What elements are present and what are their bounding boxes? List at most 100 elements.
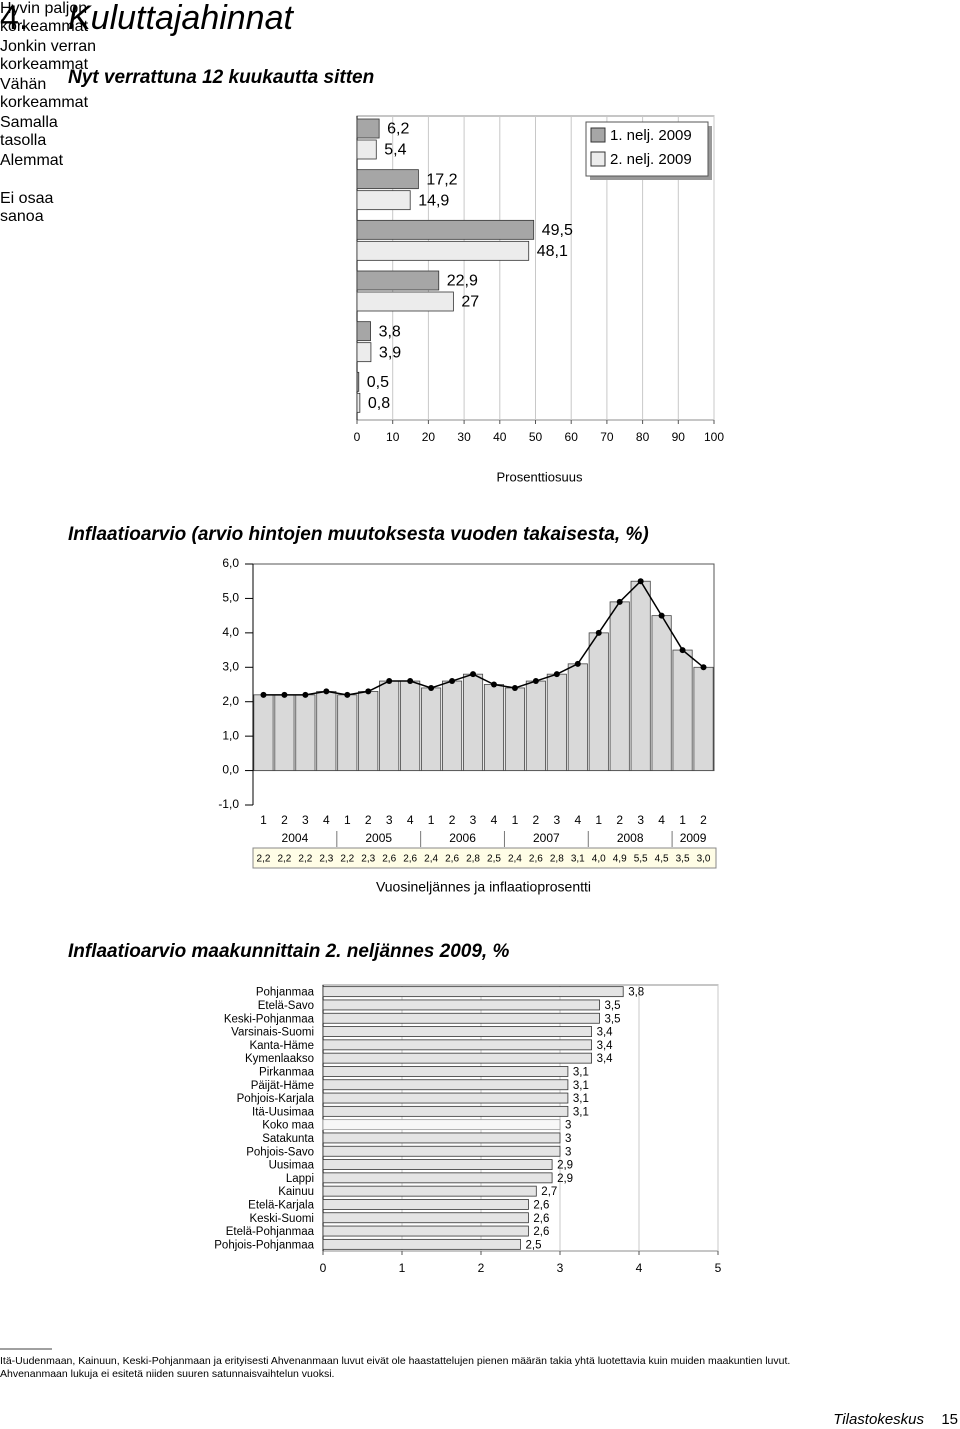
line-point — [302, 691, 309, 698]
category-label: Päijät-Häme — [251, 1080, 314, 1092]
x-tick-label: 1 — [595, 813, 602, 827]
value-label: 3,4 — [597, 1040, 614, 1052]
value-label: 3,4 — [597, 1027, 614, 1039]
bar — [672, 649, 693, 771]
legend-label: 2. nelj. 2009 — [610, 151, 692, 168]
bar — [322, 999, 600, 1011]
year-label: 2006 — [449, 831, 476, 845]
bar — [356, 342, 372, 363]
x-axis-label: Vuosineljännes ja inflaatioprosentti — [376, 879, 591, 895]
x-tick-label: 40 — [493, 430, 507, 444]
value-label: 3,1 — [571, 854, 585, 865]
chart-title: Inflaatioarvio (arvio hintojen muutokses… — [68, 524, 649, 545]
y-tick-label: 2,0 — [222, 694, 239, 708]
category-label: Pohjois-Savo — [246, 1146, 314, 1158]
category-label: Uusimaa — [269, 1160, 315, 1172]
bar — [651, 615, 672, 771]
value-label: 2,6 — [382, 854, 396, 865]
value-label: 3,8 — [379, 323, 401, 340]
y-tick-label: -1,0 — [218, 797, 239, 811]
x-tick-label: 3 — [553, 813, 560, 827]
x-tick-label: 4 — [323, 813, 330, 827]
line-point — [616, 598, 623, 605]
bar — [693, 666, 714, 771]
value-label: 2,3 — [361, 854, 375, 865]
value-label: 2,2 — [298, 854, 312, 865]
x-tick-label: 70 — [600, 430, 614, 444]
value-label: 2,6 — [533, 1213, 549, 1225]
value-label: 2,9 — [557, 1160, 573, 1172]
bar — [358, 690, 379, 771]
line-point — [511, 684, 518, 691]
bar — [356, 270, 440, 291]
x-tick-label: 30 — [457, 430, 471, 444]
value-label: 2,6 — [533, 1199, 549, 1211]
footer-page: 15 — [941, 1411, 958, 1428]
footnote-line: Itä-Uudenmaan, Kainuun, Keski-Pohjanmaan… — [0, 1355, 790, 1367]
line-point — [323, 688, 330, 695]
year-label: 2004 — [282, 831, 309, 845]
category-label: Jonkin verran korkeammat — [0, 38, 97, 73]
bar — [337, 694, 358, 771]
x-tick-label: 90 — [672, 430, 686, 444]
line-point — [532, 678, 539, 685]
x-axis-label: Prosenttiosuus — [497, 469, 583, 484]
bar — [462, 673, 484, 771]
year-label: 2007 — [533, 831, 560, 845]
bar — [322, 1225, 529, 1237]
category-label: Etelä-Pohjanmaa — [226, 1226, 315, 1238]
category-label: Etelä-Savo — [258, 1000, 314, 1012]
bar — [483, 684, 505, 771]
x-tick-label: 3 — [637, 813, 644, 827]
x-tick-label: 2 — [616, 813, 623, 827]
category-label: Lappi — [286, 1173, 314, 1185]
value-table — [252, 847, 717, 869]
value-label: 2,5 — [526, 1239, 542, 1251]
y-tick-label: 0,0 — [222, 763, 239, 777]
category-label: Samalla tasolla — [0, 114, 58, 149]
x-tick-label: 20 — [422, 430, 436, 444]
bar — [322, 1185, 537, 1197]
x-tick-label: 4 — [491, 813, 498, 827]
x-tick-label: 1 — [399, 1261, 406, 1275]
value-label: 17,2 — [426, 171, 457, 188]
x-tick-label: 3 — [386, 813, 393, 827]
category-label: Alemmat — [0, 152, 64, 169]
x-tick-label: 2 — [449, 813, 456, 827]
x-tick-label: 50 — [529, 430, 543, 444]
category-label: Keski-Suomi — [249, 1213, 314, 1225]
year-label: 2009 — [680, 831, 707, 845]
bar — [322, 1132, 561, 1144]
legend-swatch — [590, 127, 606, 143]
value-label: 3,5 — [676, 854, 690, 865]
value-label: 3,4 — [597, 1053, 614, 1065]
x-tick-label: 2 — [533, 813, 540, 827]
bar — [356, 240, 530, 261]
value-label: 3 — [565, 1133, 571, 1145]
bar — [322, 1039, 593, 1051]
x-tick-label: 3 — [302, 813, 309, 827]
bar — [588, 632, 609, 771]
line-point — [574, 660, 581, 667]
bar — [295, 694, 316, 771]
bar — [567, 663, 588, 771]
value-label: 2,8 — [550, 854, 564, 865]
x-tick-label: 1 — [344, 813, 351, 827]
category-label: Kymenlaakso — [245, 1053, 314, 1065]
y-tick-label: 1,0 — [222, 728, 239, 742]
x-tick-label: 60 — [565, 430, 579, 444]
value-label: 3,8 — [628, 987, 644, 999]
bar — [322, 1012, 600, 1024]
value-label: 0,5 — [367, 374, 389, 391]
category-label: Vähän korkeammat — [0, 76, 89, 111]
bar — [356, 371, 360, 392]
category-label: Pohjois-Pohjanmaa — [214, 1239, 314, 1251]
value-label: 3,9 — [379, 344, 401, 361]
x-tick-label: 4 — [658, 813, 665, 827]
x-tick-label: 4 — [636, 1261, 643, 1275]
category-label: Satakunta — [262, 1133, 314, 1145]
line-point — [658, 612, 665, 619]
line-point — [490, 681, 497, 688]
